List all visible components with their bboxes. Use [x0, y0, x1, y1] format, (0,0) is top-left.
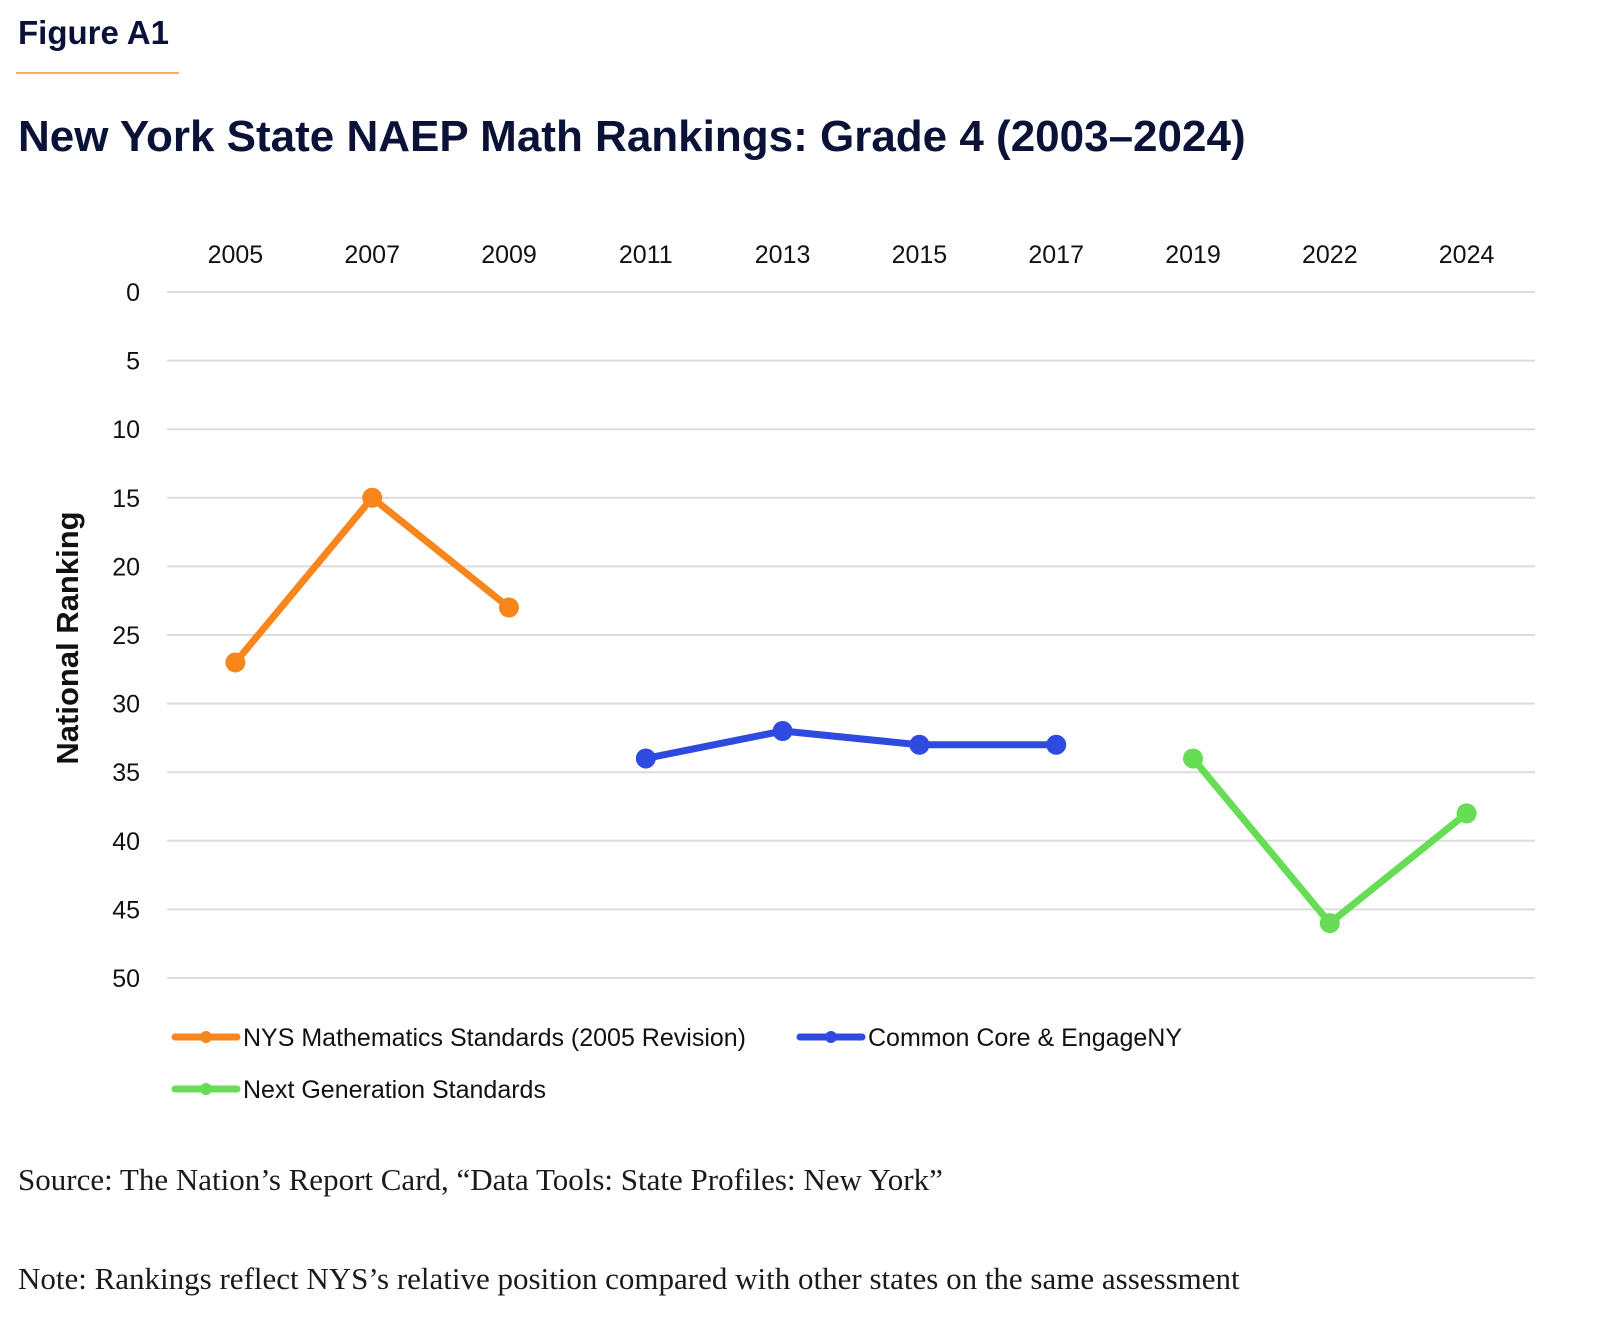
legend-marker — [825, 1031, 837, 1043]
series-line-0 — [232, 494, 512, 665]
y-tick-label: 45 — [112, 896, 140, 924]
y-tick-label: 10 — [112, 416, 140, 444]
data-point — [499, 597, 519, 618]
data-point — [1183, 748, 1203, 769]
data-point — [909, 734, 930, 755]
source-note: Source: The Nation’s Report Card, “Data … — [18, 1162, 943, 1197]
series-line-1 — [645, 727, 1057, 762]
y-tick-label: 5 — [126, 348, 140, 376]
legend-label: Common Core & EngageNY — [868, 1024, 1182, 1052]
x-tick-label: 2005 — [208, 241, 264, 269]
x-tick-label: 2007 — [344, 241, 400, 269]
x-tick-label: 2019 — [1165, 241, 1221, 269]
figure-label-underline — [16, 72, 179, 74]
x-tick-label: 2017 — [1028, 241, 1084, 269]
data-point — [362, 487, 383, 508]
y-axis-label: National Ranking — [50, 511, 85, 764]
data-point — [225, 652, 246, 673]
footnote: Note: Rankings reflect NYS’s relative po… — [18, 1261, 1240, 1296]
chart-title: New York State NAEP Math Rankings: Grade… — [18, 112, 1246, 161]
y-tick-label: 20 — [112, 553, 140, 581]
y-tick-label: 30 — [112, 691, 140, 719]
y-tick-label: 0 — [126, 279, 140, 307]
x-tick-label: 2009 — [481, 241, 537, 269]
y-tick-label: 35 — [112, 759, 140, 787]
y-tick-label: 15 — [112, 485, 140, 513]
x-tick-label: 2015 — [892, 241, 948, 269]
data-point — [1319, 913, 1340, 934]
y-tick-label: 40 — [112, 828, 140, 856]
x-tick-label: 2022 — [1302, 241, 1358, 269]
data-point — [635, 748, 656, 769]
legend-marker — [200, 1031, 212, 1043]
y-tick-label: 25 — [112, 622, 140, 650]
x-tick-label: 2013 — [755, 241, 811, 269]
y-tick-label: 50 — [112, 965, 140, 993]
legend-marker — [200, 1083, 212, 1095]
data-point — [1046, 734, 1067, 755]
figure-label: Figure A1 — [18, 14, 169, 51]
x-tick-label: 2024 — [1439, 241, 1495, 269]
legend-label: NYS Mathematics Standards (2005 Revision… — [243, 1024, 746, 1052]
x-tick-label: 2011 — [619, 241, 673, 269]
data-point — [1456, 803, 1477, 824]
data-point — [772, 721, 793, 742]
legend-label: Next Generation Standards — [243, 1076, 546, 1104]
